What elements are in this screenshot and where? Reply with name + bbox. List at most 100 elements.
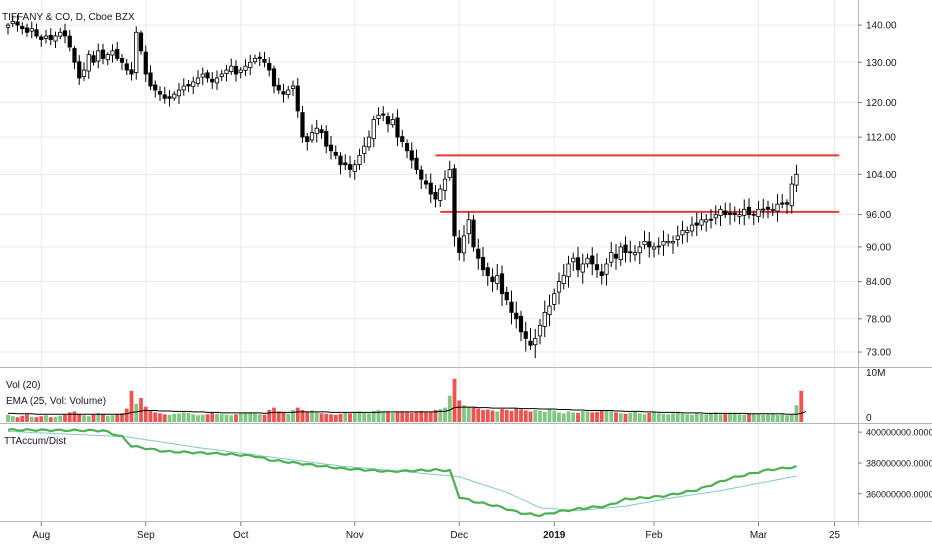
candle-down — [48, 34, 53, 41]
volume-bar-up — [751, 413, 756, 422]
volume-bar-down — [405, 412, 409, 422]
candle-up — [290, 85, 296, 89]
volume-bar-down — [500, 409, 504, 422]
time-axis: Aug Sep Oct Nov Dec 2019 Feb Mar 25 — [32, 522, 840, 541]
volume-bar-down — [452, 378, 457, 422]
volume-bar-down — [305, 411, 310, 422]
volume-bar-up — [443, 407, 447, 422]
volume-bar-up — [381, 411, 386, 422]
volume-bar-down — [20, 415, 25, 422]
accum-dist-indicator-label: TTAccum/Dist — [4, 436, 67, 447]
volume-bar-up — [105, 415, 110, 422]
volume-bar-up — [96, 412, 101, 422]
volume-bar-down — [67, 412, 72, 422]
volume-bar-down — [485, 409, 490, 422]
volume-bar-down — [395, 411, 400, 422]
volume-bar-up — [557, 412, 561, 422]
volume-bars — [6, 378, 804, 422]
candle-down — [62, 30, 68, 37]
candle-down — [281, 91, 286, 95]
candle-down — [276, 84, 281, 91]
volume-bar-up — [191, 414, 196, 422]
candle-down — [599, 271, 604, 277]
time-tick-label: Sep — [137, 530, 155, 541]
candle-down — [400, 136, 405, 143]
candle-down — [328, 144, 334, 152]
candle-down — [205, 72, 210, 79]
volume-bar-up — [447, 395, 452, 422]
volume-bar-up — [229, 415, 234, 422]
volume-bar-down — [124, 408, 129, 422]
candle-down — [257, 56, 262, 59]
candle-up — [789, 183, 794, 207]
ema-indicator-label: EMA (25, Vol: Volume) — [6, 396, 107, 407]
candle-down — [694, 222, 699, 226]
volume-bar-down — [120, 413, 124, 422]
candle-up — [689, 224, 695, 232]
candle-up — [466, 219, 471, 235]
candle-up — [670, 240, 676, 244]
volume-bar-down — [319, 413, 324, 422]
volume-bar-up — [86, 416, 91, 422]
volume-bar-up — [314, 412, 319, 422]
price-tick-label: 112.00 — [866, 133, 896, 144]
candle-up — [713, 214, 718, 219]
volume-bar-up — [542, 411, 547, 422]
candle-up — [390, 119, 395, 126]
volume-bar-down — [471, 407, 476, 422]
candle-up — [43, 35, 49, 39]
candle-down — [305, 136, 310, 143]
volume-bar-down — [48, 417, 53, 422]
volume-bar-up — [756, 414, 761, 422]
candle-up — [742, 208, 747, 216]
candle-up — [176, 89, 182, 97]
volume-bar-up — [172, 413, 177, 422]
volume-bar-up — [310, 410, 314, 422]
volume-bar-up — [371, 410, 376, 422]
volume-bar-down — [457, 400, 462, 422]
candle-down — [385, 116, 391, 125]
volume-bar-down — [723, 413, 728, 422]
candle-down — [623, 244, 628, 253]
candle-up — [248, 61, 253, 69]
candle-up — [561, 275, 566, 284]
volume-bar-up — [618, 413, 623, 422]
candle-up — [195, 77, 201, 84]
volume-bar-up — [728, 412, 732, 422]
candle-down — [476, 248, 481, 259]
price-tick-label: 73.00 — [866, 348, 891, 359]
candle-up — [585, 257, 590, 265]
volume-bar-up — [200, 414, 205, 422]
volume-bar-up — [671, 413, 675, 422]
price-tick-label: 120.00 — [866, 98, 897, 109]
candle-up — [651, 246, 657, 250]
candle-down — [523, 331, 528, 339]
volume-bar-down — [77, 413, 82, 422]
volume-bar-down — [528, 411, 533, 422]
candle-down — [428, 182, 433, 195]
candle-down — [499, 273, 505, 295]
time-tick-label: Oct — [233, 530, 249, 541]
volume-bar-up — [680, 413, 685, 422]
candle-down — [423, 180, 429, 185]
candle-down — [119, 57, 125, 63]
candle-down — [452, 168, 457, 237]
candle-down — [404, 143, 410, 152]
volume-indicator-label: Vol (20) — [6, 380, 41, 391]
volume-bar-up — [656, 413, 661, 422]
volume-bar-up — [704, 414, 709, 422]
candle-up — [357, 154, 362, 165]
time-tick-label: Mar — [750, 530, 768, 541]
volume-bar-up — [181, 412, 186, 422]
volume-axis: 10M 0 — [866, 368, 885, 424]
candle-up — [181, 85, 186, 91]
ema-line — [8, 406, 807, 415]
volume-bar-down — [115, 414, 120, 422]
volume-bar-down — [272, 407, 276, 422]
volume-bar-up — [495, 411, 500, 422]
candle-up — [718, 208, 723, 216]
volume-bar-up — [718, 414, 723, 422]
volume-bar-up — [362, 412, 367, 422]
volume-bar-up — [661, 413, 666, 422]
volume-bar-up — [10, 416, 15, 422]
